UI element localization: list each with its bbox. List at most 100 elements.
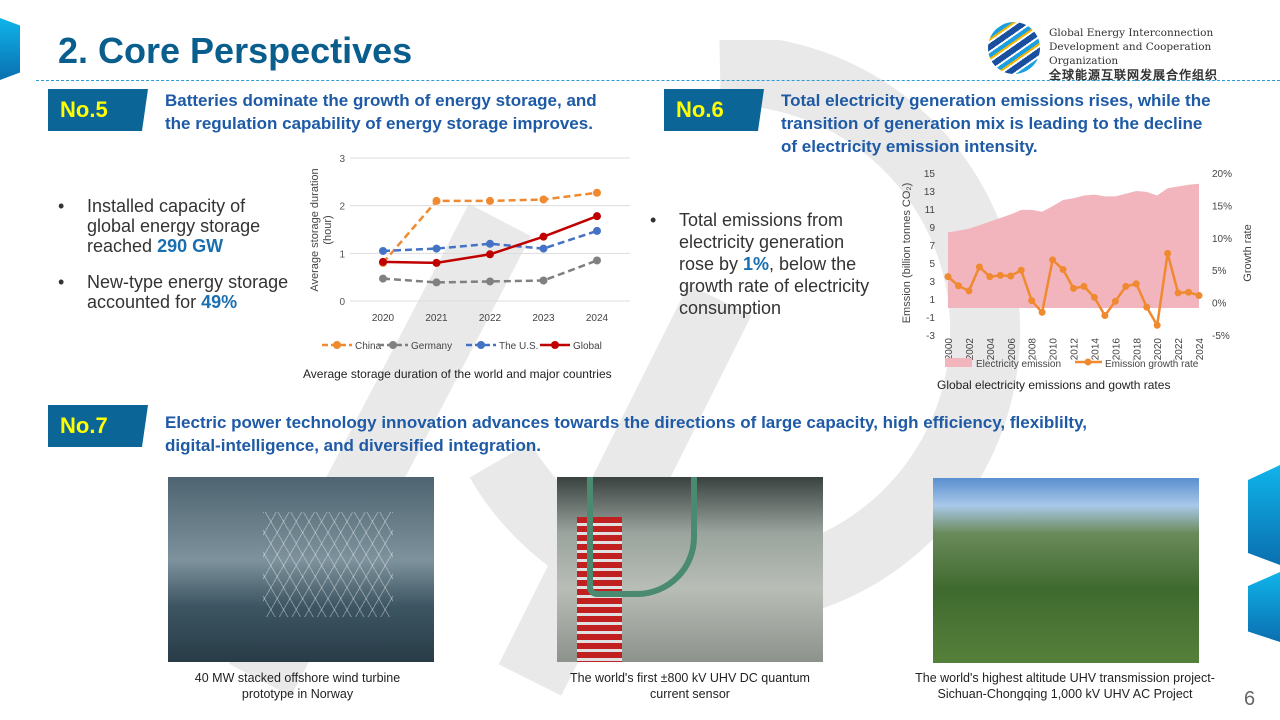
caption-line: The world's first ±800 kV UHV DC quantum: [570, 671, 810, 685]
legend-label: Electricity emission: [976, 359, 1061, 370]
bullet-highlight: 290 GW: [157, 236, 224, 256]
x-tick-label: 2006: [1007, 338, 1018, 361]
y-tick-label: 2: [339, 202, 345, 213]
x-tick-label: 2023: [532, 313, 555, 324]
data-point: [1185, 288, 1193, 296]
data-point: [539, 195, 548, 204]
legend-label: China: [355, 341, 382, 352]
data-point: [486, 277, 494, 286]
y2-tick-label: 20%: [1212, 169, 1232, 180]
y-tick-label: 7: [929, 241, 935, 252]
bullet-list-storage: Installed capacity of global energy stor…: [58, 196, 298, 328]
data-point: [593, 256, 601, 265]
data-point: [986, 273, 994, 281]
y-tick-label: 5: [929, 259, 935, 270]
chart-title: Global electricity emissions and gowth r…: [937, 378, 1170, 392]
legend-marker: [477, 341, 485, 349]
title-divider: [36, 80, 1280, 81]
page-title: 2. Core Perspectives: [58, 30, 413, 71]
data-point: [1007, 272, 1015, 280]
section-badge-no7: No.7: [48, 405, 148, 447]
section-badge-no6: No.6: [664, 89, 764, 131]
y-tick-label: 0: [339, 297, 345, 308]
photo-offshore-wind-turbine: [168, 477, 434, 662]
y-axis-label: Emssion (billion tonnes CO₂): [901, 183, 913, 324]
y2-tick-label: -5%: [1212, 331, 1230, 342]
data-point: [1101, 312, 1109, 320]
bullet-text: , below the growth rate of electricity c…: [679, 254, 870, 318]
data-point: [1111, 297, 1119, 305]
data-point: [593, 226, 601, 235]
data-point: [539, 244, 548, 253]
x-tick-label: 2020: [1153, 338, 1164, 361]
caption-line: current sensor: [650, 687, 730, 701]
data-point: [1153, 321, 1161, 329]
x-tick-label: 2020: [372, 313, 395, 324]
photo-caption: 40 MW stacked offshore wind turbine proto…: [160, 670, 435, 702]
data-point: [1059, 266, 1067, 274]
photo-caption: The world's highest altitude UHV transmi…: [895, 670, 1235, 702]
y-tick-label: 9: [929, 223, 935, 234]
bullet-text: Installed capacity of global energy stor…: [87, 196, 261, 256]
data-point: [379, 274, 387, 283]
data-point: [944, 273, 952, 281]
legend-label: Global: [573, 341, 602, 352]
data-point: [1028, 297, 1036, 305]
y-tick-label: 1: [929, 295, 935, 306]
bullet-highlight: 49%: [201, 292, 238, 312]
y-tick-label: 11: [925, 205, 936, 216]
y-axis-label: Average storage duration(hour): [309, 168, 334, 291]
y2-axis-label: Growth rate: [1242, 224, 1254, 281]
heading-line: Electric power technology innovation adv…: [165, 413, 1088, 432]
y-tick-label: -3: [926, 331, 935, 342]
x-tick-label: 2002: [965, 338, 976, 361]
data-point: [1143, 303, 1151, 311]
heading-line: of electricity emission intensity.: [781, 137, 1038, 156]
data-point: [1174, 289, 1182, 297]
x-tick-label: 2008: [1028, 338, 1039, 361]
x-tick-label: 2004: [986, 338, 997, 361]
series-line-germany: [382, 259, 598, 284]
y-tick-label: 3: [929, 277, 935, 288]
legend-label: Emission growth rate: [1105, 359, 1199, 370]
bullet-text: Total emissions from electricity generat…: [679, 210, 845, 274]
heading-line: Batteries dominate the growth of energy …: [165, 91, 597, 110]
bullet-list-emissions: Total emissions from electricity generat…: [650, 209, 875, 335]
data-point: [432, 258, 441, 267]
y-tick-label: 13: [924, 187, 936, 198]
bullet-item: Installed capacity of global energy stor…: [58, 196, 298, 256]
legend-marker: [1084, 358, 1092, 366]
legend-marker: [551, 341, 559, 349]
data-point: [593, 188, 601, 197]
chart-title: Average storage duration of the world an…: [303, 367, 612, 381]
legend-label: Germany: [411, 341, 452, 352]
storage-duration-chart: 0 1 2 3 2020 2021 2022 2023 2024 Average storage …: [303, 154, 630, 381]
photo-caption: The world's first ±800 kV UHV DC quantum…: [550, 670, 830, 702]
legend-marker: [389, 341, 397, 349]
section-heading-no7: Electric power technology innovation adv…: [165, 411, 1087, 457]
data-point: [954, 282, 962, 290]
legend-label: The U.S.: [499, 341, 538, 352]
heading-line: digital-intelligence, and diversified in…: [165, 436, 541, 455]
bullet-text: New-type energy storage accounted for: [87, 272, 289, 312]
data-point: [539, 276, 548, 285]
data-point: [1080, 282, 1088, 290]
data-point: [1090, 293, 1098, 301]
data-point: [486, 250, 494, 259]
heading-line: the regulation capability of energy stor…: [165, 114, 593, 133]
data-point: [593, 212, 601, 221]
y-tick-label: 1: [339, 249, 345, 260]
organization-logo-icon: [988, 22, 1040, 74]
x-tick-label: 2014: [1090, 338, 1101, 361]
organization-name: Global Energy Interconnection Developmen…: [1049, 26, 1280, 82]
y2-tick-label: 5%: [1212, 266, 1227, 277]
data-point: [486, 196, 494, 205]
heading-line: transition of generation mix is leading …: [781, 114, 1203, 133]
section-heading-no6: Total electricity generation emissions r…: [781, 89, 1211, 158]
x-tick-label: 2010: [1049, 338, 1060, 361]
caption-line: The world's highest altitude UHV transmi…: [915, 671, 1215, 685]
caption-line: 40 MW stacked offshore wind turbine: [194, 671, 401, 685]
x-tick-label: 2012: [1070, 338, 1081, 361]
heading-line: Total electricity generation emissions r…: [781, 91, 1211, 110]
